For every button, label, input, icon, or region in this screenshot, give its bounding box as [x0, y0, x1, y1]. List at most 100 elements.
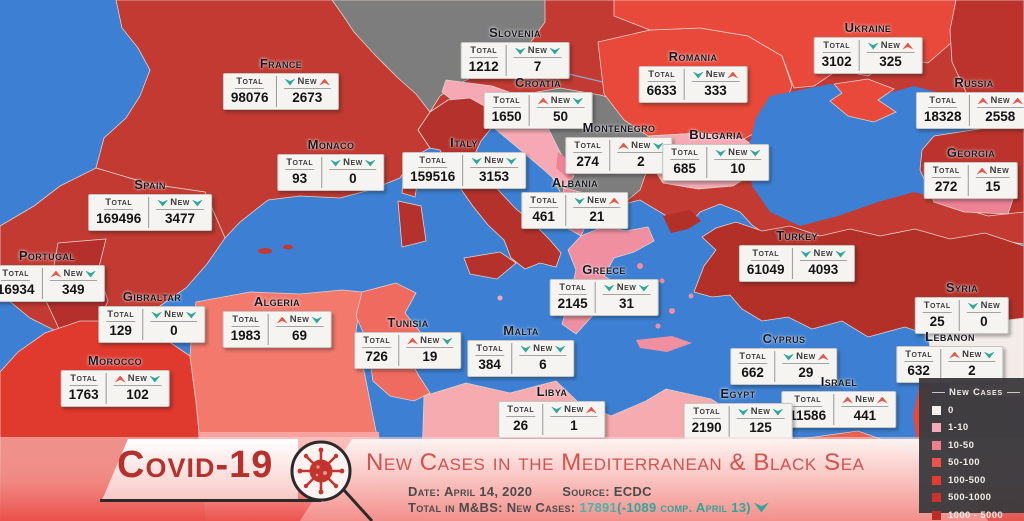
country-panel-montenegro: Montenegro Total 274 New 2: [565, 121, 673, 174]
trend-up-icon: [319, 78, 331, 86]
country-panel-georgia: Georgia Total 272 New 15: [923, 146, 1019, 199]
new-header: New: [855, 394, 875, 405]
new-header: New: [990, 95, 1011, 106]
country-name: Croatia: [514, 75, 562, 90]
total-value: 93: [292, 170, 308, 186]
new-header: New: [170, 197, 190, 208]
trend-down-icon: [574, 197, 586, 205]
trend-down-icon: [652, 142, 664, 150]
country-stat-box: Total 2145 New 31: [549, 279, 659, 316]
country-panel-israel: Israel Total 11586 New 441: [781, 374, 897, 428]
country-stat-box: Total 726 New 19: [354, 332, 462, 369]
new-value: 0: [349, 170, 357, 186]
country-name: Lebanon: [925, 329, 975, 344]
footer-total-label: Total in M&BS: New Cases:: [408, 500, 576, 515]
new-header: New: [289, 314, 310, 325]
total-value: 1983: [230, 327, 261, 343]
country-stat-box: Total 129 New 0: [98, 306, 206, 343]
total-header: Total: [475, 343, 505, 356]
country-panel-ukraine: Ukraine Total 3102 New 325: [813, 20, 923, 74]
footer-source: Source: ECDC: [562, 484, 652, 499]
country-name: Cyprus: [762, 331, 806, 346]
country-panel-slovenia: Slovenia Total 1212 New 7: [460, 25, 570, 79]
trend-down-icon: [284, 78, 296, 86]
total-header: Total: [751, 248, 781, 261]
country-stat-box: Total 632 New 2: [896, 346, 1004, 383]
new-value: 3153: [479, 168, 510, 184]
country-panel-egypt: Egypt Total 2190 New 125: [683, 387, 793, 440]
footer-title-panel: [300, 439, 988, 521]
map-region-crimea: [829, 78, 897, 123]
new-header: New: [297, 76, 318, 87]
total-header: Total: [922, 300, 952, 313]
new-value: 15: [985, 178, 1001, 194]
country-stat-box: Total 16934 New 349: [0, 265, 106, 302]
legend-title: New Cases: [932, 387, 1020, 398]
legend-item: 500-1000: [932, 492, 1020, 503]
legend-swatch: [932, 440, 941, 450]
total-value: 3102: [821, 53, 852, 69]
map-island-crete: [636, 336, 692, 352]
footer-total-line: Total in M&BS: New Cases: 17891 (-1089 c…: [408, 500, 769, 515]
country-name: Tunisia: [387, 315, 429, 330]
new-value: 349: [62, 281, 85, 297]
trend-down-icon: [753, 502, 769, 513]
trend-down-icon: [715, 149, 727, 157]
map-region-alps-gray: [331, 0, 546, 113]
footer-total-number: 17891: [579, 500, 618, 515]
map-island-sicily: [463, 251, 517, 280]
new-header: New: [527, 45, 548, 56]
country-stat-box: Total 662 New 29: [730, 348, 838, 385]
total-value: 6633: [646, 82, 677, 98]
trend-up-icon: [618, 142, 630, 150]
total-value: 61049: [746, 261, 785, 277]
trend-down-icon: [549, 47, 561, 55]
country-name: Morocco: [87, 353, 143, 368]
new-value: 69: [292, 327, 308, 343]
total-header: Total: [506, 404, 536, 417]
country-panel-greece: Greece Total 2145 New 31: [549, 262, 659, 316]
country-panel-france: France Total 98076 New 2673: [222, 56, 340, 110]
country-name: Greece: [582, 262, 626, 277]
country-panel-italy: Italy Total 159516 New 3153: [402, 136, 526, 189]
legend-item: 1000 - 5000: [932, 510, 1020, 521]
new-header: New: [63, 268, 84, 279]
new-value: 125: [749, 419, 772, 435]
country-name: Ukraine: [844, 20, 892, 35]
legend-swatch: [932, 423, 941, 432]
total-value: 169496: [96, 210, 142, 226]
total-value: 726: [365, 348, 388, 364]
trend-down-icon: [603, 284, 615, 292]
total-header: Total: [931, 165, 961, 178]
country-name: Israel: [820, 374, 858, 389]
trend-up-icon: [537, 97, 549, 105]
trend-up-icon: [977, 97, 989, 105]
legend-item: 1-10: [932, 422, 1020, 433]
trend-up-icon: [276, 316, 288, 324]
country-name: Russia: [954, 75, 994, 90]
country-name: Turkey: [776, 228, 818, 243]
new-value: 3477: [165, 210, 196, 226]
new-value: 50: [553, 108, 569, 124]
trend-down-icon: [551, 406, 563, 414]
country-name: France: [259, 56, 303, 71]
legend-item: 100-500: [932, 475, 1020, 486]
map-aegean-islands: [637, 263, 694, 329]
country-name: Italy: [450, 135, 478, 150]
total-header: Total: [558, 282, 588, 295]
footer-date: Date: April 14, 2020: [408, 484, 533, 499]
total-header: Total: [69, 373, 99, 386]
total-value: 272: [934, 178, 958, 194]
new-value: 1: [570, 417, 578, 433]
total-value: 274: [576, 153, 599, 169]
total-header: Total: [418, 155, 448, 168]
trend-down-icon: [749, 149, 761, 157]
total-header: Total: [235, 76, 265, 89]
trend-down-icon: [441, 337, 453, 345]
trend-up-icon: [902, 42, 914, 50]
country-stat-box: Total 11586 New 441: [781, 391, 897, 428]
country-name: Bulgaria: [689, 127, 743, 142]
country-name: Slovenia: [489, 25, 541, 40]
new-header: New: [880, 40, 901, 51]
trend-down-icon: [185, 311, 197, 319]
